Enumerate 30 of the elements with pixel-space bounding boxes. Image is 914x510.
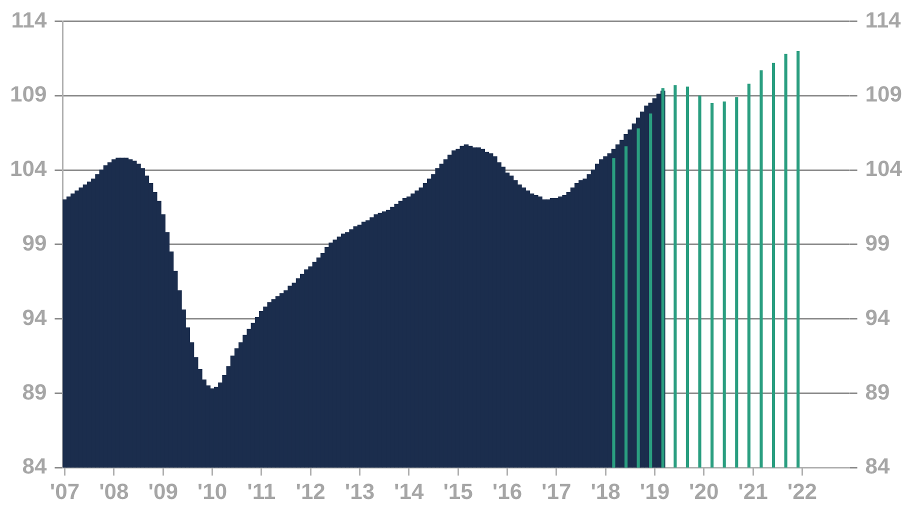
y-tick-label: 99 <box>22 230 47 256</box>
x-tick-label: '18 <box>590 478 620 504</box>
x-tick-label: '12 <box>296 478 326 504</box>
x-tick-label: '09 <box>148 478 178 504</box>
y-tick-label: 89 <box>22 379 47 404</box>
x-tick-label: '20 <box>689 478 719 504</box>
y2-tick-label: 99 <box>865 230 890 256</box>
x-tick-label: '11 <box>247 478 276 504</box>
x-tick-label: '15 <box>443 478 473 504</box>
x-tick-label: '21 <box>738 478 768 504</box>
x-tick-label: '16 <box>492 478 522 504</box>
y2-tick-label: 89 <box>865 379 890 404</box>
y-tick-label: 84 <box>22 454 48 479</box>
y-tick-label: 114 <box>11 7 48 32</box>
x-tick-label: '17 <box>542 478 572 504</box>
y2-tick-label: 114 <box>865 7 902 32</box>
x-tick-label: '13 <box>344 478 375 504</box>
y2-tick-label: 94 <box>865 304 891 330</box>
x-tick-label: '19 <box>640 478 670 504</box>
y2-tick-label: 109 <box>865 82 902 107</box>
x-tick-label: '08 <box>99 478 129 504</box>
x-tick-label: '07 <box>50 478 80 504</box>
y2-tick-label: 104 <box>865 156 903 182</box>
x-tick-label: '14 <box>394 478 424 504</box>
y-tick-label: 104 <box>10 156 48 182</box>
x-tick-label: '10 <box>197 478 228 504</box>
y-tick-label: 109 <box>10 82 47 107</box>
x-tick-label: '22 <box>787 478 818 504</box>
y2-tick-label: 84 <box>865 454 891 479</box>
y-tick-label: 94 <box>22 304 48 330</box>
